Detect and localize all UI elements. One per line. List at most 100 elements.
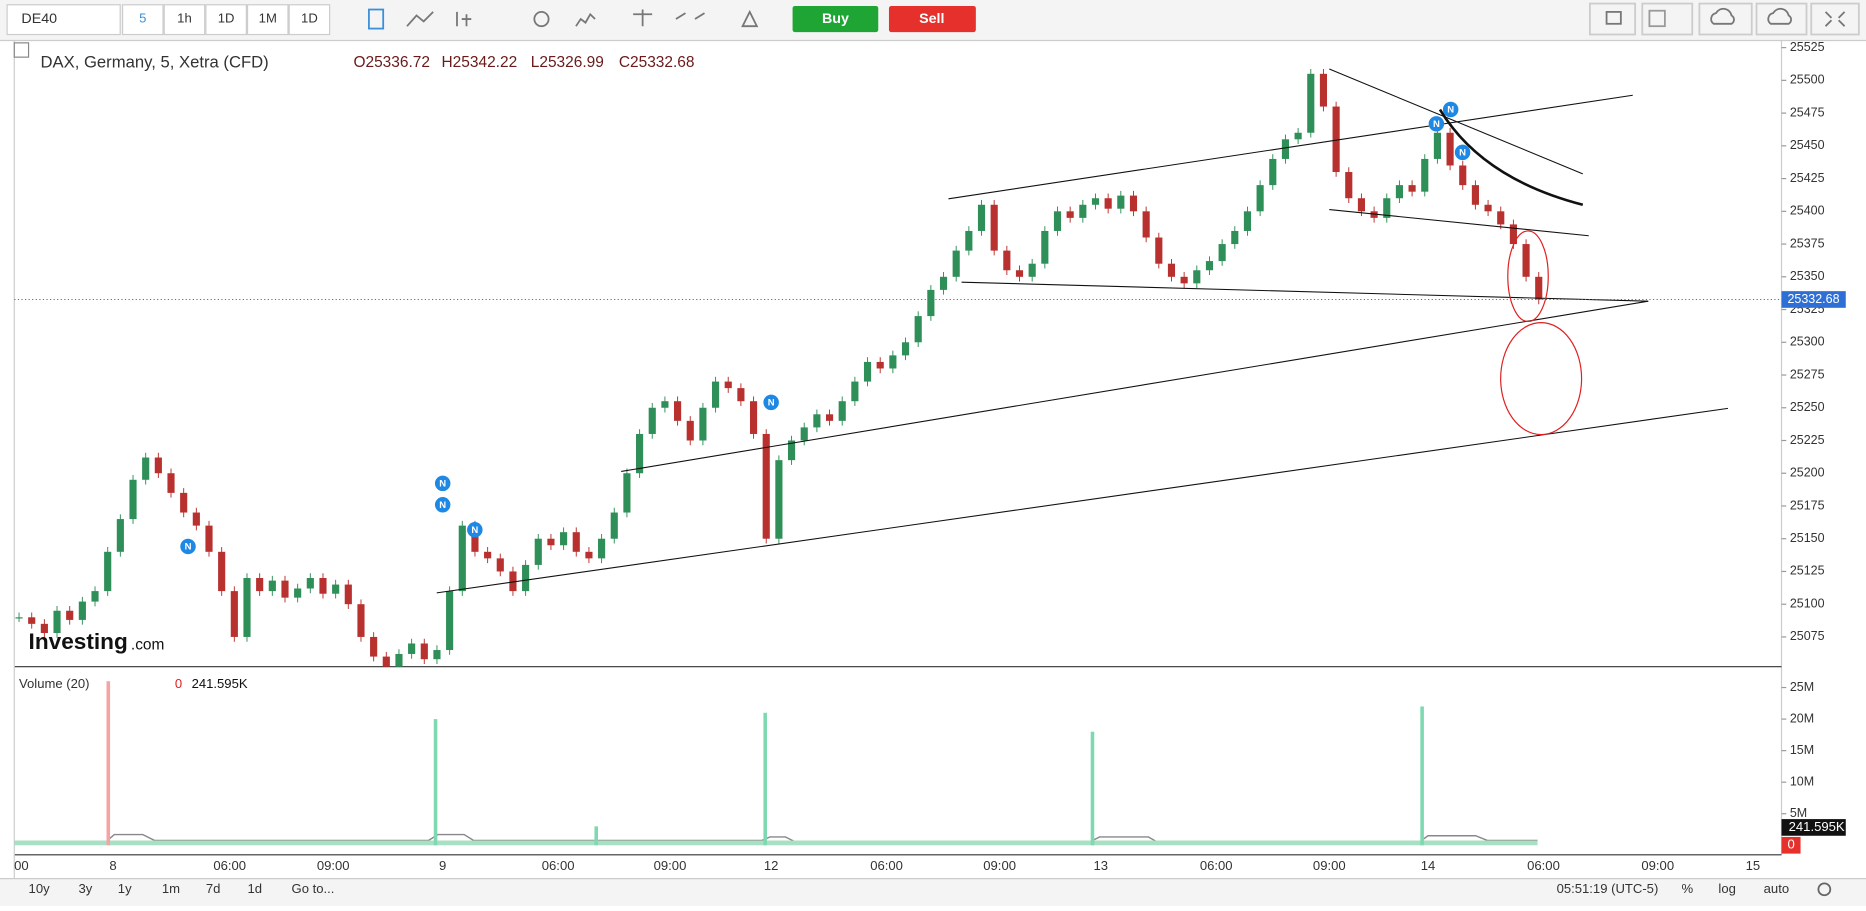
sell-button[interactable] (888, 5, 976, 33)
candle (484, 551, 492, 559)
symbol: DE40 (21, 11, 57, 27)
candle (78, 601, 86, 620)
volume-baseline (14, 840, 1538, 846)
candle (1243, 211, 1252, 231)
candle (154, 457, 162, 474)
target-ellipse (1500, 322, 1583, 436)
interval-button[interactable] (205, 4, 247, 36)
axis-option[interactable]: log (1718, 881, 1735, 896)
candle (1091, 198, 1100, 205)
candle (851, 381, 859, 402)
volume-zero: 0 (1787, 837, 1794, 852)
y-tick-label: 25275 (1790, 367, 1825, 381)
candle (243, 578, 251, 637)
candle (547, 538, 555, 546)
candle (1167, 263, 1176, 277)
goto-button[interactable]: Go to... (292, 881, 335, 896)
y-tick-label: 25125 (1790, 564, 1825, 578)
news-marker[interactable] (1428, 116, 1445, 132)
candle (711, 381, 720, 408)
candle (1345, 172, 1353, 199)
volume-tick-label: 15M (1790, 743, 1814, 757)
candle (1332, 106, 1340, 173)
candle (180, 492, 188, 513)
clock: 05:51:19 (UTC-5) (1557, 881, 1659, 896)
interval-button[interactable] (288, 4, 331, 36)
candle (674, 401, 682, 421)
candle (496, 558, 504, 572)
candle (901, 342, 910, 356)
time-label: 06:00 (213, 858, 246, 873)
range-button[interactable]: 3y (79, 881, 93, 896)
buy-button[interactable] (792, 5, 879, 33)
news-marker[interactable] (434, 497, 451, 513)
candle (420, 643, 428, 660)
axis-option[interactable]: auto (1764, 881, 1789, 896)
range-button[interactable]: 1d (248, 881, 263, 896)
range-button[interactable]: 10y (29, 881, 51, 896)
candle (218, 551, 226, 592)
candle (319, 578, 327, 594)
candle (876, 361, 884, 369)
candle (889, 355, 897, 369)
news-marker[interactable] (434, 475, 451, 492)
volume-bar (1420, 706, 1424, 846)
news-marker[interactable] (1442, 101, 1459, 118)
candle (357, 604, 365, 637)
candle (1395, 185, 1404, 199)
settings-icon[interactable] (1817, 882, 1832, 897)
candle (1459, 165, 1467, 186)
candle (1015, 270, 1024, 277)
symbol-input[interactable] (6, 4, 121, 36)
interval-button[interactable] (246, 4, 289, 36)
time-label: 06:00 (542, 858, 575, 873)
volume-title: Volume (20) (19, 676, 90, 691)
current-price-label: 25332.68 (1787, 292, 1839, 306)
range-button[interactable]: 1y (118, 881, 132, 896)
candle (1421, 158, 1429, 192)
candle (15, 617, 23, 619)
collapse[interactable] (13, 42, 30, 58)
candle (433, 650, 441, 660)
interval-button[interactable] (163, 4, 206, 36)
sell-label: Sell (919, 11, 944, 27)
range-button[interactable]: 7d (206, 881, 221, 896)
candle (800, 427, 808, 441)
candle (1497, 211, 1505, 225)
news-marker-label: N (768, 398, 775, 409)
candle (382, 656, 390, 667)
candle (1535, 276, 1543, 300)
news-marker-label: N (1433, 119, 1440, 130)
y-tick-label: 25400 (1790, 204, 1825, 218)
candle (572, 532, 580, 552)
candle (1155, 237, 1163, 264)
candle (1383, 198, 1391, 218)
candle (1307, 73, 1315, 133)
candle (256, 578, 264, 592)
interval-button[interactable] (121, 4, 164, 36)
candle (1142, 211, 1150, 238)
volume-tick-label: 10M (1790, 774, 1814, 788)
candle (294, 588, 302, 598)
y-tick-label: 25425 (1790, 171, 1825, 185)
range-button[interactable]: 1m (162, 881, 180, 896)
ohlc-value: H25342.22 (442, 54, 518, 71)
candle (116, 519, 124, 552)
candle (509, 571, 517, 592)
news-marker[interactable] (180, 538, 196, 555)
axis-option[interactable]: % (1682, 881, 1694, 896)
candle (737, 388, 745, 402)
news-marker[interactable] (1454, 144, 1471, 161)
candle (1484, 204, 1492, 212)
candle (813, 414, 821, 428)
candle (787, 440, 796, 461)
time-label: 15 (1746, 858, 1761, 873)
candle (370, 636, 378, 657)
candle (1408, 185, 1416, 192)
candle (661, 401, 669, 408)
news-marker[interactable] (763, 394, 779, 411)
news-marker-label: N (185, 542, 192, 553)
news-marker[interactable] (467, 522, 483, 538)
y-tick-label: 25150 (1790, 531, 1825, 545)
time-label: 09:00 (983, 858, 1016, 873)
